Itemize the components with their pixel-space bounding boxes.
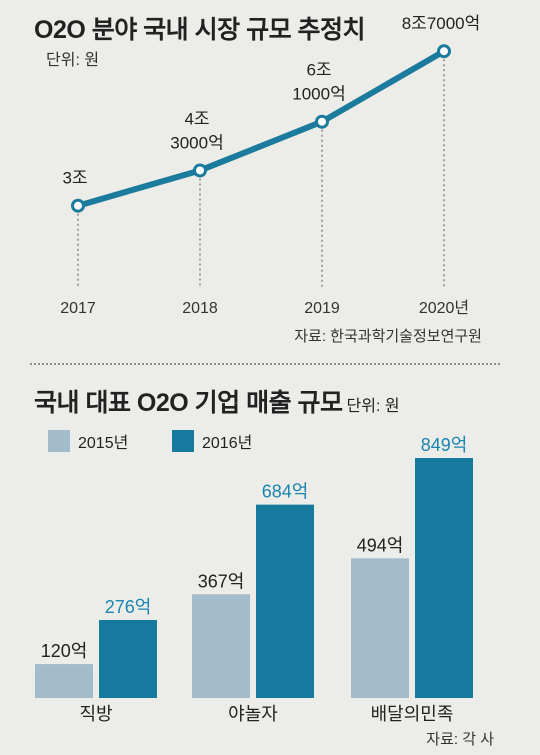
category-label: 배달의민족 [371,704,454,724]
legend-swatch-2016 [172,430,194,452]
legend-label-2015: 2015년 [78,435,129,452]
x-tick-label: 2020년 [419,299,469,317]
legend-item-2016: 2016년 [172,430,252,452]
bar [351,558,409,698]
line-chart: 3조 4조 3000억 6조 1000억 8조7000억 2017 2018 2019 2020년 [60,14,480,317]
bar-data-label: 367억 [198,571,245,591]
line-data-label: 3조 [62,169,87,188]
line-point [315,114,329,129]
x-tick-label: 2018 [182,300,218,317]
bar-data-label: 120억 [41,641,88,661]
bar-data-label: 494억 [357,535,404,555]
bar-chart-title-row: 국내 대표 O2O 기업 매출 규모 단위: 원 [34,383,400,419]
bar-chart-title: 국내 대표 O2O 기업 매출 규모 [34,389,343,417]
line-data-label: 3000억 [170,133,223,152]
bar-data-label: 276억 [105,597,152,617]
x-tick-label: 2019 [304,300,340,317]
bar [99,619,157,698]
line-point [437,44,451,59]
legend-swatch-2015 [48,430,70,452]
bar [256,504,314,698]
bar-data-label: 684억 [262,482,309,502]
category-label: 직방 [79,704,112,724]
line-point [71,198,85,213]
line-data-label: 6조 [306,61,331,80]
line-data-label: 4조 [184,109,209,128]
category-label: 야놀자 [228,704,278,724]
x-tick-label: 2017 [60,300,96,317]
bar [35,664,93,698]
bar-data-label: 849억 [421,435,468,455]
bar-chart-unit: 단위: 원 [346,398,400,415]
line-chart-unit: 단위: 원 [46,52,100,69]
legend-item-2015: 2015년 [48,430,128,452]
line-point [193,163,207,178]
line-series [75,48,447,209]
legend-label-2016: 2016년 [202,435,253,452]
bar-chart-source: 자료: 각 사 [426,731,494,748]
line-data-label: 8조7000억 [402,14,481,33]
section-divider [30,363,500,365]
bar [192,594,250,698]
line-chart-source: 자료: 한국과학기술정보연구원 [294,328,482,345]
line-data-label: 1000억 [292,85,345,104]
line-chart-title: O2O 분야 국내 시장 규모 추정치 [34,16,366,44]
bar [415,458,473,698]
